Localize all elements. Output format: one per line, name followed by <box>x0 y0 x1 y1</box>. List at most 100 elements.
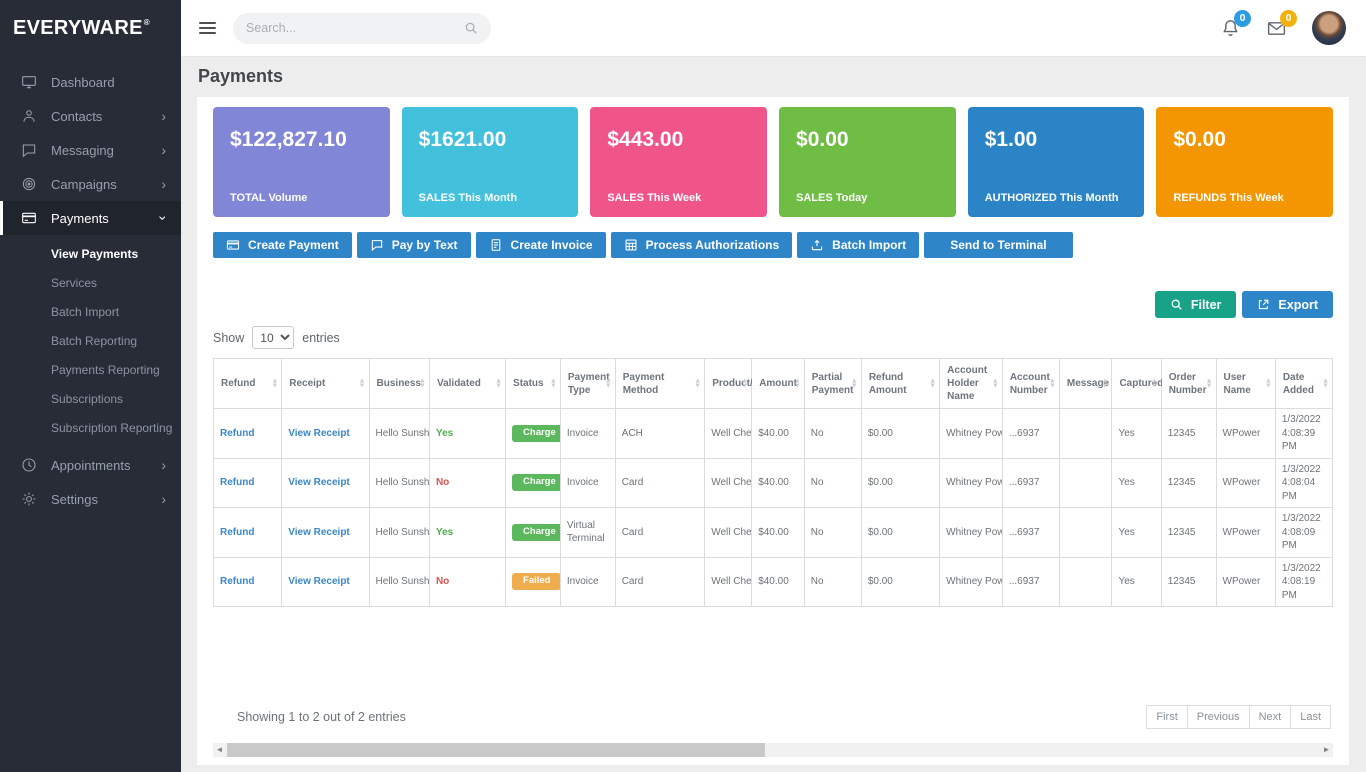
column-header[interactable]: Account Number ▲ ▼ <box>1001 358 1060 409</box>
horizontal-scrollbar[interactable]: ◄ ► <box>213 743 1333 757</box>
stat-card: $1621.00 SALES This Month <box>401 107 579 217</box>
sort-icon[interactable]: ▲ ▼ <box>1101 377 1109 390</box>
pagination-button[interactable]: Previous <box>1186 705 1250 729</box>
refund-link[interactable]: Refund <box>212 408 283 459</box>
process-authorizations-button[interactable]: Process Authorizations <box>610 232 793 258</box>
refund-link[interactable]: Refund <box>212 457 283 508</box>
amount-cell: $40.00 <box>751 408 805 459</box>
column-header[interactable]: Refund ▲ ▼ <box>212 358 283 409</box>
sidebar-subitem[interactable]: Subscriptions <box>51 391 124 406</box>
sort-icon[interactable]: ▲ ▼ <box>1322 377 1329 390</box>
batch-import-button[interactable]: Batch Import <box>797 232 920 258</box>
column-header[interactable]: Receipt ▲ ▼ <box>281 358 370 409</box>
sidebar-subitem[interactable]: View Payments <box>51 246 139 261</box>
captured-cell: Yes <box>1111 507 1162 558</box>
validated-cell: No <box>428 556 507 607</box>
sidebar-item-contacts[interactable]: Contacts › <box>0 99 181 133</box>
sort-icon[interactable]: ▲ ▼ <box>604 377 612 390</box>
column-header[interactable]: Order Number ▲ ▼ <box>1160 358 1217 409</box>
sort-icon[interactable]: ▲ ▼ <box>271 377 279 390</box>
order-number-cell: 12345 <box>1160 556 1217 607</box>
sidebar-item-dashboard[interactable]: Dashboard <box>0 65 181 99</box>
sort-icon[interactable]: ▲ ▼ <box>694 377 702 390</box>
sort-icon[interactable]: ▲ ▼ <box>549 377 557 390</box>
button-label: Create Payment <box>248 238 339 252</box>
view-receipt-link[interactable]: View Receipt <box>281 507 370 558</box>
column-header[interactable]: Partial Payment ▲ ▼ <box>803 358 862 409</box>
account-holder-cell: Whitney Power <box>939 507 1003 558</box>
account-number-cell: ...6937 <box>1001 507 1060 558</box>
column-header[interactable]: Payment Method ▲ ▼ <box>614 358 706 409</box>
user-avatar[interactable] <box>1312 11 1346 45</box>
menu-toggle-icon[interactable] <box>199 19 216 37</box>
column-header[interactable]: User Name ▲ ▼ <box>1215 358 1276 409</box>
column-header[interactable]: Date Added ▲ ▼ <box>1274 358 1334 409</box>
column-header[interactable]: Product/Service ▲ ▼ <box>704 358 788 409</box>
page-title: Payments <box>198 66 284 86</box>
sidebar-item-campaigns[interactable]: Campaigns › <box>0 167 181 201</box>
sidebar-item-messaging[interactable]: Messaging › <box>0 133 181 167</box>
sidebar-subitem[interactable]: Batch Import <box>51 304 120 319</box>
sort-icon[interactable]: ▲ ▼ <box>793 377 801 390</box>
column-header[interactable]: Payment Type ▲ ▼ <box>559 358 616 409</box>
table-body: Refund View Receipt Hello Sunshine Yes C… <box>212 408 1334 607</box>
contacts-icon <box>21 108 38 125</box>
column-header[interactable]: Account Holder Name ▲ ▼ <box>939 358 1003 409</box>
sort-icon[interactable]: ▲ ▼ <box>991 377 999 390</box>
validated-cell: Yes <box>428 507 507 558</box>
column-header[interactable]: Status ▲ ▼ <box>505 358 561 409</box>
sidebar-item-appointments[interactable]: Appointments › <box>0 448 181 482</box>
column-header-label: Account Holder Name <box>947 365 988 402</box>
sidebar-item-payments[interactable]: Payments › <box>0 201 181 235</box>
view-receipt-link[interactable]: View Receipt <box>281 457 370 508</box>
chevron-right-icon: › <box>161 142 166 158</box>
notifications-button[interactable]: 0 <box>1220 9 1251 39</box>
scrollbar-thumb[interactable] <box>227 743 765 757</box>
column-header[interactable]: Message ▲ ▼ <box>1058 358 1113 409</box>
scroll-left-icon[interactable]: ◄ <box>215 745 224 754</box>
pagination-button[interactable]: First <box>1146 705 1188 729</box>
order-number-cell: 12345 <box>1160 408 1217 459</box>
pagination-button[interactable]: Next <box>1248 705 1292 729</box>
column-header-label: Amount <box>759 378 797 389</box>
account-number-cell: ...6937 <box>1001 408 1060 459</box>
export-button[interactable]: Export <box>1242 291 1333 318</box>
send-to-terminal-button[interactable]: Send to Terminal <box>924 232 1073 258</box>
search-icon[interactable] <box>464 21 478 35</box>
column-header-label: Receipt <box>289 378 326 389</box>
create-invoice-button[interactable]: Create Invoice <box>475 232 606 258</box>
column-header[interactable]: Validated ▲ ▼ <box>428 358 507 409</box>
sort-icon[interactable]: ▲ ▼ <box>419 377 426 390</box>
page-size-select[interactable]: 10 <box>252 326 295 349</box>
sidebar-subitem[interactable]: Services <box>51 275 98 290</box>
sort-icon[interactable]: ▲ ▼ <box>1205 377 1213 390</box>
refund-link[interactable]: Refund <box>212 507 283 558</box>
column-header[interactable]: Captured ▲ ▼ <box>1111 358 1163 409</box>
sort-icon[interactable]: ▲ ▼ <box>495 377 503 390</box>
column-header[interactable]: Amount ▲ ▼ <box>751 358 805 409</box>
sort-icon[interactable]: ▲ ▼ <box>850 377 858 390</box>
sort-icon[interactable]: ▲ ▼ <box>1048 377 1056 390</box>
scroll-right-icon[interactable]: ► <box>1322 745 1331 754</box>
create-payment-button[interactable]: Create Payment <box>213 232 352 258</box>
column-header[interactable]: Business ▲ ▼ <box>368 358 430 409</box>
pagination-button[interactable]: Last <box>1290 705 1331 729</box>
sidebar-subitem[interactable]: Subscription Reporting <box>51 420 173 435</box>
sort-icon[interactable]: ▲ ▼ <box>929 377 937 390</box>
refund-link[interactable]: Refund <box>212 556 283 607</box>
sidebar-subitem[interactable]: Batch Reporting <box>51 333 138 348</box>
sort-icon[interactable]: ▲ ▼ <box>1264 377 1272 390</box>
view-receipt-link[interactable]: View Receipt <box>281 408 370 459</box>
view-receipt-link[interactable]: View Receipt <box>281 556 370 607</box>
sidebar-subitem[interactable]: Payments Reporting <box>51 362 160 377</box>
sidebar-item-settings[interactable]: Settings › <box>0 482 181 516</box>
business-cell: Hello Sunshine <box>368 556 430 607</box>
sort-icon[interactable]: ▲ ▼ <box>1150 377 1158 390</box>
sort-icon[interactable]: ▲ ▼ <box>741 377 749 390</box>
pay-by-text-button[interactable]: Pay by Text <box>356 232 471 258</box>
column-header[interactable]: Refund Amount ▲ ▼ <box>860 358 941 409</box>
filter-button[interactable]: Filter <box>1154 291 1237 318</box>
sort-icon[interactable]: ▲ ▼ <box>358 377 366 390</box>
messages-button[interactable]: 0 <box>1266 9 1297 39</box>
search-input[interactable] <box>246 21 464 35</box>
